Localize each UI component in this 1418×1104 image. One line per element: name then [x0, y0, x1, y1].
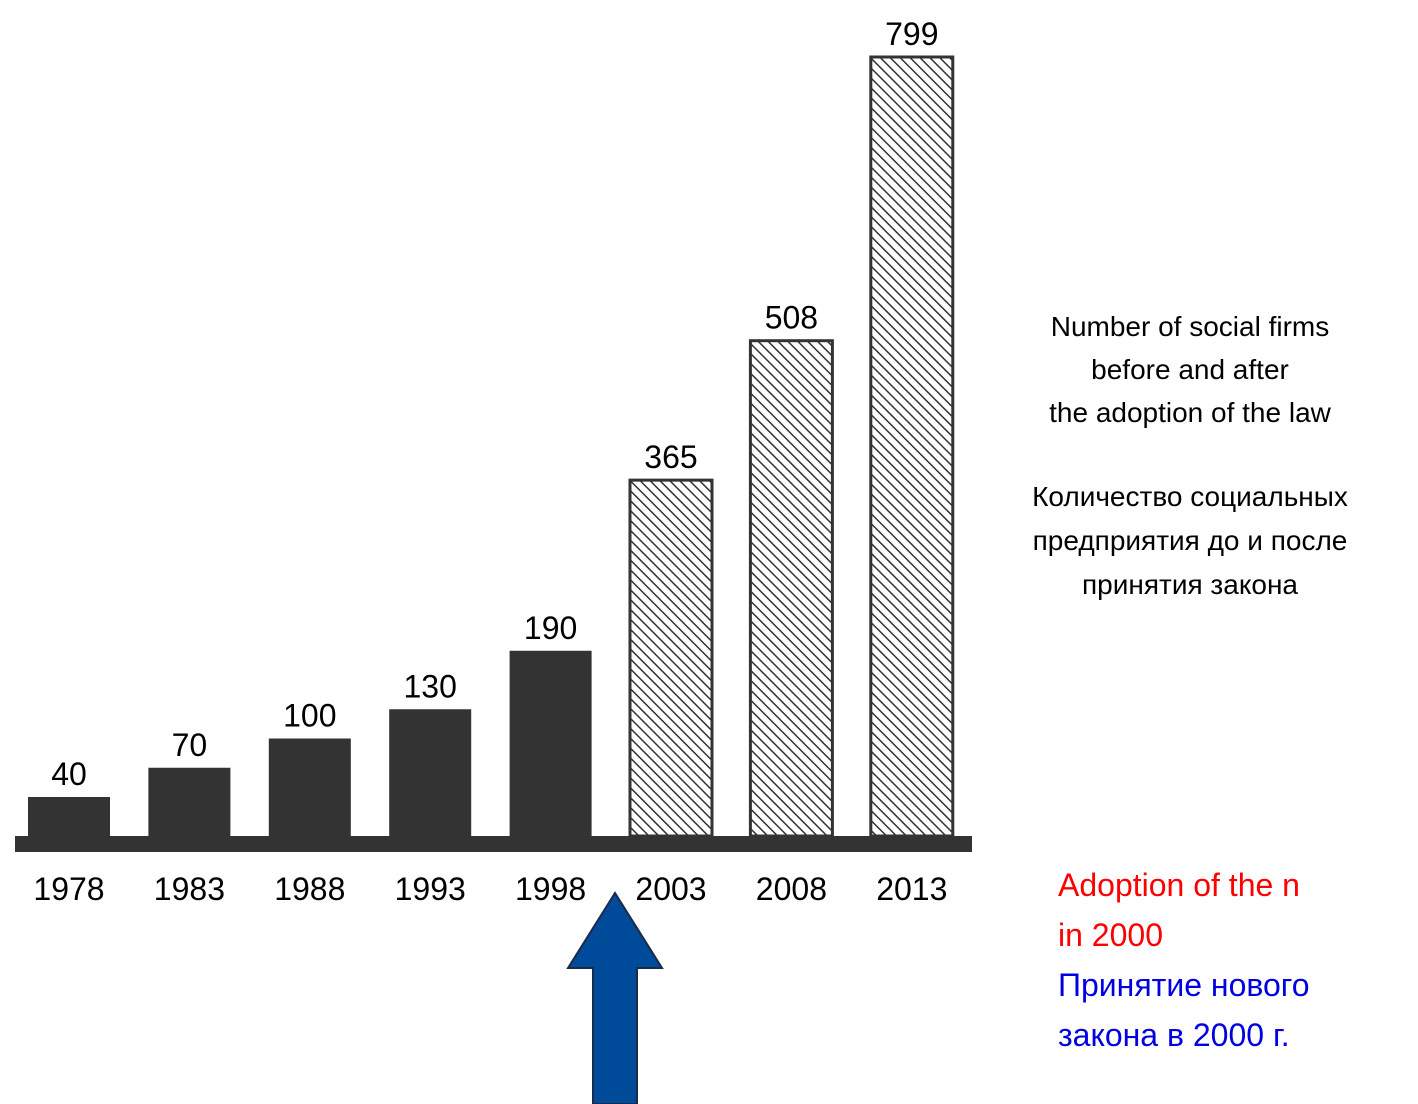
x-tick-label: 1983 [154, 871, 225, 907]
x-tick-label: 2013 [876, 871, 947, 907]
description-en: the adoption of the law [1049, 397, 1332, 428]
description-en: Number of social firms [1051, 311, 1330, 342]
x-tick-label: 2003 [635, 871, 706, 907]
arrow [566, 891, 664, 1104]
data-label: 190 [524, 610, 577, 646]
data-label: 508 [765, 300, 818, 336]
description-ru: Количество социальных [1032, 481, 1348, 512]
data-label: 70 [172, 727, 208, 763]
x-tick-label: 1978 [33, 871, 104, 907]
law-note-en: in 2000 [1058, 917, 1163, 953]
bar [509, 650, 592, 836]
description-en: before and after [1091, 354, 1289, 385]
bar [628, 478, 714, 838]
data-label: 365 [644, 439, 697, 475]
bar [748, 339, 834, 838]
bar [28, 797, 110, 836]
data-label: 40 [51, 756, 87, 792]
x-tick-label: 2008 [756, 871, 827, 907]
x-tick-label: 1998 [515, 871, 586, 907]
description-ru: предприятия до и после [1033, 525, 1348, 556]
data-label: 130 [404, 668, 457, 704]
bar [268, 738, 351, 836]
data-label: 799 [885, 16, 938, 52]
bar [148, 767, 231, 836]
bar [869, 55, 955, 838]
law-note-ru: Принятие нового [1058, 967, 1310, 1003]
description-ru: принятия закона [1082, 569, 1298, 600]
x-tick-label: 1993 [395, 871, 466, 907]
data-label: 100 [283, 698, 336, 734]
x-tick-label: 1988 [274, 871, 345, 907]
law-note-ru: закона в 2000 г. [1058, 1017, 1290, 1053]
bar [389, 709, 472, 836]
baseline [15, 836, 972, 852]
law-note-en: Adoption of the n [1058, 867, 1300, 903]
